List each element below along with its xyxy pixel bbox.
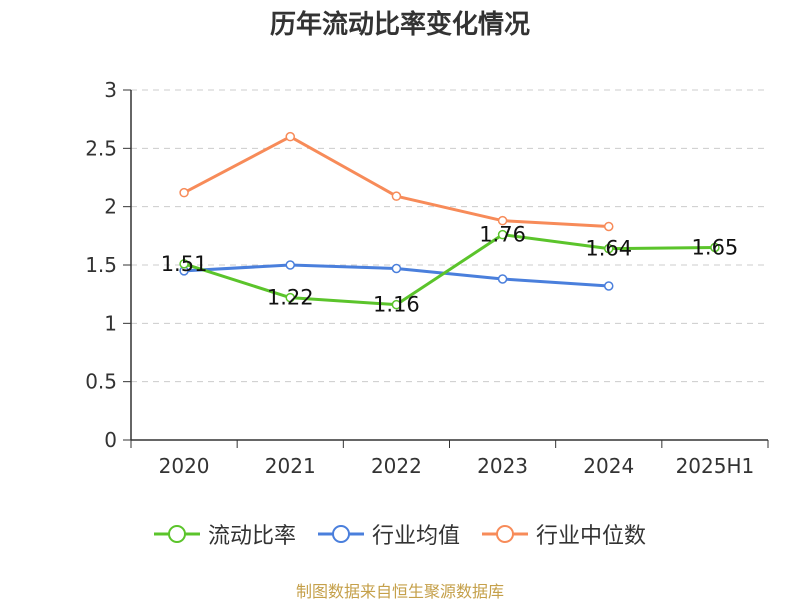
y-tick-label: 1 (104, 311, 117, 335)
y-tick-label: 2.5 (85, 136, 117, 160)
data-label: 1.65 (692, 236, 739, 260)
data-point[interactable] (391, 263, 402, 274)
legend-swatch-industry-median (482, 525, 528, 543)
x-tick-label: 2023 (477, 454, 528, 478)
legend-item-industry-median[interactable]: 行业中位数 (482, 518, 646, 550)
legend-item-industry-mean[interactable]: 行业均值 (317, 518, 460, 550)
data-point[interactable] (179, 187, 189, 198)
legend: 流动比率 行业均值 行业中位数 (0, 518, 800, 550)
data-point[interactable] (497, 274, 508, 284)
data-point[interactable] (604, 221, 614, 232)
legend-item-current-ratio[interactable]: 流动比率 (153, 518, 296, 550)
data-label: 1.76 (479, 223, 526, 247)
data-point[interactable] (710, 242, 720, 253)
data-point[interactable] (285, 131, 295, 142)
series-line (183, 233, 715, 307)
y-tick-label: 1.5 (85, 253, 117, 277)
grid-lines (131, 89, 768, 383)
legend-swatch-current-ratio (153, 525, 200, 543)
data-point[interactable] (179, 259, 189, 269)
data-point[interactable] (497, 215, 508, 226)
axes: 0 0.5 1 1.5 2 2.5 3 2020 2021 2022 2023 2024 2025H1 (85, 78, 769, 478)
data-point[interactable] (285, 292, 295, 303)
x-tick-label: 2022 (371, 454, 422, 478)
data-labels: 1.51 1.22 1.16 1.76 1.64 1.65 (161, 223, 739, 317)
legend-label-current-ratio: 流动比率 (207, 524, 296, 549)
series-lines (179, 131, 720, 310)
series-line (183, 135, 609, 228)
x-tick-label: 2024 (583, 454, 634, 478)
data-label: 1.22 (267, 286, 314, 310)
x-tick-label: 2020 (159, 454, 210, 478)
x-tick-label: 2021 (265, 454, 316, 478)
data-point[interactable] (604, 243, 614, 254)
data-label: 1.64 (585, 237, 632, 261)
y-tick-label: 0.5 (85, 370, 117, 394)
data-point[interactable] (604, 281, 614, 291)
legend-label-industry-mean: 行业均值 (371, 524, 460, 549)
legend-swatch-industry-mean (317, 525, 364, 543)
x-tick-label: 2025H1 (676, 454, 755, 478)
chart-title: 历年流动比率变化情况 (269, 10, 530, 40)
y-tick-label: 0 (104, 428, 117, 452)
data-label: 1.16 (373, 293, 420, 317)
data-point[interactable] (391, 299, 402, 310)
data-point[interactable] (285, 260, 295, 270)
source-note: 制图数据来自恒生聚源数据库 (295, 582, 504, 601)
y-tick-label: 2 (104, 195, 117, 219)
data-label: 1.51 (161, 252, 208, 276)
y-tick-label: 3 (104, 78, 117, 102)
legend-label-industry-median: 行业中位数 (536, 524, 647, 549)
data-point[interactable] (391, 191, 402, 201)
data-point[interactable] (497, 229, 508, 240)
